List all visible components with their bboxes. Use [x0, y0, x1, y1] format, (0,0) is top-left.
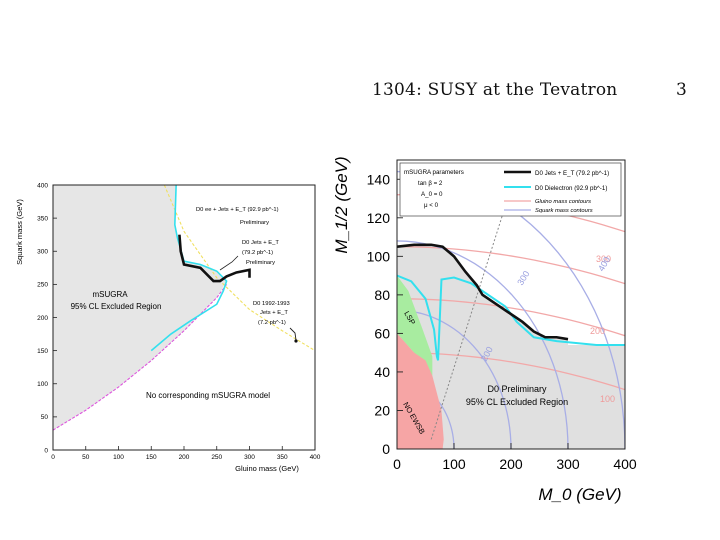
left-annotation-run1: D0 1992-1993	[253, 301, 290, 307]
left-x-tick-label: 50	[82, 454, 90, 461]
left-y-tick-label: 300	[37, 249, 48, 256]
right-gluino-label-100: 100	[600, 394, 615, 404]
right-no-ewsb-region	[397, 333, 444, 449]
page-header-title: 1304: SUSY at the Tevatron	[372, 80, 618, 100]
left-x-tick-label: 400	[310, 454, 321, 461]
left-x-axis-label: Gluino mass (GeV)	[235, 464, 299, 473]
right-x-axis-ticks: 0 100 200 300 400	[393, 443, 637, 472]
right-legend-label-dielectron: D0 Dielectron (92.9 pb^-1)	[535, 185, 607, 192]
left-msugra-label: mSUGRA	[92, 290, 128, 299]
left-y-tick-label: 350	[37, 215, 48, 222]
left-x-tick-label: 100	[113, 454, 124, 461]
left-excluded-region	[53, 185, 227, 431]
right-gluino-label-300: 300	[596, 254, 611, 264]
left-excluded-region-label: 95% CL Excluded Region	[71, 302, 162, 311]
right-y-tick-label: 20	[374, 402, 390, 418]
left-annotation-jets-met: D0 Jets + E_T	[242, 240, 279, 246]
right-legend-params-title: mSUGRA parameters	[404, 169, 464, 176]
right-gluino-contour-line	[397, 352, 625, 391]
right-gluino-contour-line	[397, 246, 625, 285]
right-legend-param-a0: A_0 = 0	[421, 191, 443, 198]
right-x-tick-label: 300	[556, 456, 580, 472]
left-annotation-ee-jets: D0 ee + Jets + E_T (92.9 pb^-1)	[196, 207, 279, 213]
left-annotation-preliminary-1: Preliminary	[240, 220, 269, 226]
right-y-tick-label: 100	[367, 248, 391, 264]
right-excluded-region	[397, 244, 625, 449]
left-no-model-label: No corresponding mSUGRA model	[146, 391, 270, 400]
left-y-tick-label: 100	[37, 381, 48, 388]
left-y-tick-label: 150	[37, 348, 48, 355]
page-number: 3	[676, 80, 687, 100]
left-x-tick-label: 300	[244, 454, 255, 461]
left-y-tick-label: 200	[37, 315, 48, 322]
left-y-axis-label: Squark mass (GeV)	[15, 199, 24, 265]
left-x-tick-label: 0	[51, 454, 55, 461]
left-cyan-ee-jets-limit	[150, 185, 228, 352]
right-cyan-dielectron-limit	[397, 274, 625, 361]
right-y-axis-ticks: 0 20 40 60 80 100 120 140	[367, 171, 403, 457]
right-y-tick-label: 80	[374, 287, 390, 303]
left-leader-line-run1	[289, 327, 297, 341]
right-x-tick-label: 400	[613, 456, 637, 472]
right-plot-area: 0 100 200 300 400 0 20 40 60 80 100 120 140 M_0 (Ge…	[332, 156, 637, 504]
right-squark-contour-line	[397, 309, 512, 449]
right-y-tick-label: 140	[367, 171, 391, 187]
right-legend-label-jets: D0 Jets + E_T (79.2 pb^-1)	[535, 170, 609, 177]
right-y-axis-label: M_1/2 (GeV)	[332, 156, 351, 253]
right-x-tick-label: 0	[393, 456, 401, 472]
left-annotation-jets-met-lumi: (79.2 pb^-1)	[242, 250, 273, 256]
left-y-tick-label: 0	[44, 447, 48, 454]
right-x-tick-label: 200	[499, 456, 523, 472]
left-annotation-run1-jets: Jets + E_T	[260, 310, 288, 316]
left-x-tick-label: 350	[277, 454, 288, 461]
right-x-axis-label: M_0 (GeV)	[538, 485, 621, 504]
right-y-tick-label: 0	[382, 441, 390, 457]
right-lsp-region	[397, 275, 433, 376]
left-yellow-dashed-limit	[163, 185, 315, 352]
left-y-tick-label: 250	[37, 282, 48, 289]
left-x-axis-ticks: 0 50 100 150 200 250 300 350 400	[51, 446, 321, 461]
right-legend-param-mu: μ < 0	[424, 202, 439, 209]
left-x-tick-label: 200	[179, 454, 190, 461]
left-black-jets-met-limit	[178, 234, 251, 283]
left-y-tick-label: 50	[41, 414, 49, 421]
right-d0-preliminary-label: D0 Preliminary	[487, 384, 547, 394]
left-leader-line-jets	[219, 255, 239, 271]
right-gluino-contour-line	[397, 298, 625, 337]
left-annotation-preliminary-2: Preliminary	[246, 260, 275, 266]
left-y-tick-label: 400	[37, 182, 48, 189]
right-x-tick-label: 100	[442, 456, 466, 472]
left-magenta-boundary-line	[53, 284, 228, 431]
right-gluino-label-200: 200	[590, 326, 605, 336]
right-y-tick-label: 40	[374, 364, 390, 380]
right-legend-param-tanbeta: tan β = 2	[418, 180, 443, 187]
left-x-tick-label: 250	[211, 454, 222, 461]
right-squark-contour-line	[397, 240, 569, 449]
right-y-tick-label: 120	[367, 210, 391, 226]
right-y-tick-label: 60	[374, 325, 390, 341]
right-legend-label-squark: Squark mass contours	[535, 208, 593, 214]
right-legend-label-gluino: Gluino mass contours	[535, 199, 591, 205]
right-excluded-region-label: 95% CL Excluded Region	[466, 397, 568, 407]
left-y-axis-ticks: 0 50 100 150 200 250 300 350 400	[37, 182, 57, 454]
left-annotation-run1-lumi: (7.2 pb^-1)	[258, 320, 286, 326]
left-leader-dot	[294, 339, 298, 343]
right-diagonal-dotted-line	[430, 179, 515, 440]
left-x-tick-label: 150	[146, 454, 157, 461]
left-plot-area: 0 50 100 150 200 250 300 350 400 0 50 100 150 200 250…	[15, 182, 321, 473]
right-black-jets-met-limit	[397, 243, 569, 341]
